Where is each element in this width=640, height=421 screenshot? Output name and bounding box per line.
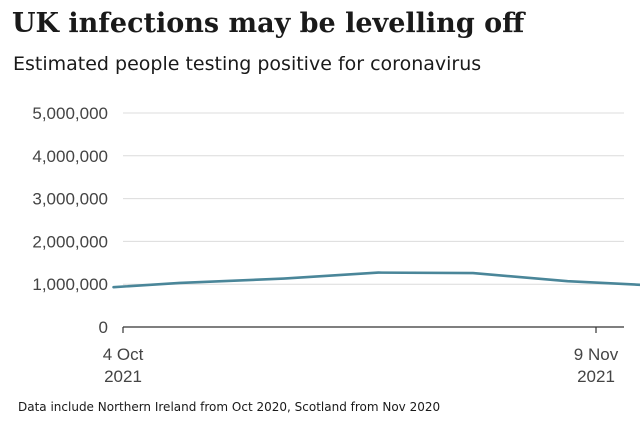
x-tick-label: 4 Oct xyxy=(103,345,144,364)
x-tick-label-year: 2021 xyxy=(104,367,142,386)
axes xyxy=(122,326,624,333)
y-tick-label: 1,000,000 xyxy=(32,275,108,294)
y-tick-label: 4,000,000 xyxy=(32,147,108,166)
x-tick-label: 9 Nov xyxy=(574,345,619,364)
footnote: Data include Northern Ireland from Oct 2… xyxy=(18,400,441,414)
grid-lines xyxy=(123,112,624,285)
y-tick-label: 5,000,000 xyxy=(32,104,108,123)
chart-subtitle: Estimated people testing positive for co… xyxy=(13,53,482,75)
y-tick-label: 2,000,000 xyxy=(32,232,108,251)
x-tick-label-year: 2021 xyxy=(577,367,615,386)
y-tick-label: 0 xyxy=(99,318,108,337)
series-line xyxy=(112,271,640,289)
series-layer xyxy=(112,271,640,289)
y-tick-label: 3,000,000 xyxy=(32,190,108,209)
tick-labels: 0 1,000,000 2,000,000 3,000,000 4,000,000 5,0… xyxy=(32,104,619,386)
chart-title: UK infections may be levelling off xyxy=(12,8,525,39)
